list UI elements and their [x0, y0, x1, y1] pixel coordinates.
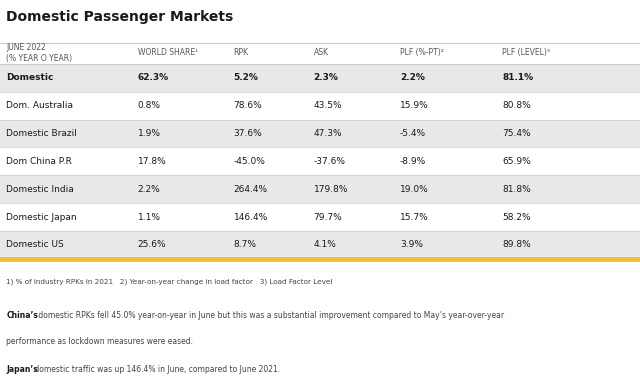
FancyBboxPatch shape — [0, 41, 640, 64]
Text: Domestic US: Domestic US — [6, 240, 64, 250]
Text: performance as lockdown measures were eased.: performance as lockdown measures were ea… — [6, 337, 193, 346]
Text: Japan’s: Japan’s — [6, 365, 38, 374]
Text: ASK: ASK — [314, 48, 328, 57]
Text: China’s: China’s — [6, 311, 38, 320]
Text: Domestic: Domestic — [6, 73, 54, 82]
Text: -37.6%: -37.6% — [314, 157, 346, 166]
Text: 1.9%: 1.9% — [138, 129, 161, 138]
Text: 65.9%: 65.9% — [502, 157, 531, 166]
Text: 2.2%: 2.2% — [138, 185, 161, 194]
FancyBboxPatch shape — [0, 147, 640, 175]
Text: 58.2%: 58.2% — [502, 212, 531, 222]
Text: 1) % of industry RPKs in 2021   2) Year-on-year change in load factor   3) Load : 1) % of industry RPKs in 2021 2) Year-on… — [6, 278, 333, 285]
Text: -45.0%: -45.0% — [234, 157, 266, 166]
Text: 47.3%: 47.3% — [314, 129, 342, 138]
Text: 80.8%: 80.8% — [502, 101, 531, 110]
Text: 1.1%: 1.1% — [138, 212, 161, 222]
Text: Domestic India: Domestic India — [6, 185, 74, 194]
Text: 37.6%: 37.6% — [234, 129, 262, 138]
Text: 79.7%: 79.7% — [314, 212, 342, 222]
FancyBboxPatch shape — [0, 120, 640, 147]
Text: Domestic Passenger Markets: Domestic Passenger Markets — [6, 10, 234, 24]
Text: 15.9%: 15.9% — [400, 101, 429, 110]
Text: 3.9%: 3.9% — [400, 240, 423, 250]
Text: RPK: RPK — [234, 48, 248, 57]
Text: Dom. Australia: Dom. Australia — [6, 101, 74, 110]
FancyBboxPatch shape — [0, 92, 640, 120]
Text: PLF (LEVEL)³: PLF (LEVEL)³ — [502, 48, 550, 57]
Text: Dom China P.R: Dom China P.R — [6, 157, 72, 166]
Text: WORLD SHARE¹: WORLD SHARE¹ — [138, 48, 198, 57]
Text: 4.1%: 4.1% — [314, 240, 337, 250]
FancyBboxPatch shape — [0, 175, 640, 203]
FancyBboxPatch shape — [0, 231, 640, 259]
Text: 25.6%: 25.6% — [138, 240, 166, 250]
Text: 81.8%: 81.8% — [502, 185, 531, 194]
FancyBboxPatch shape — [0, 203, 640, 231]
Text: JUNE 2022: JUNE 2022 — [6, 43, 46, 51]
Text: 5.2%: 5.2% — [234, 73, 259, 82]
Text: 179.8%: 179.8% — [314, 185, 348, 194]
Text: 17.8%: 17.8% — [138, 157, 166, 166]
Text: (% YEAR O YEAR): (% YEAR O YEAR) — [6, 54, 72, 63]
Text: 264.4%: 264.4% — [234, 185, 268, 194]
Text: 146.4%: 146.4% — [234, 212, 268, 222]
Text: Domestic Brazil: Domestic Brazil — [6, 129, 77, 138]
Text: 15.7%: 15.7% — [400, 212, 429, 222]
Text: 0.8%: 0.8% — [138, 101, 161, 110]
Text: 2.2%: 2.2% — [400, 73, 425, 82]
Text: 8.7%: 8.7% — [234, 240, 257, 250]
FancyBboxPatch shape — [0, 64, 640, 92]
Text: 2.3%: 2.3% — [314, 73, 339, 82]
Text: 43.5%: 43.5% — [314, 101, 342, 110]
Text: 81.1%: 81.1% — [502, 73, 534, 82]
Text: Domestic Japan: Domestic Japan — [6, 212, 77, 222]
Text: 78.6%: 78.6% — [234, 101, 262, 110]
Text: domestic RPKs fell 45.0% year-on-year in June but this was a substantial improve: domestic RPKs fell 45.0% year-on-year in… — [36, 311, 504, 320]
Text: PLF (%-PT)²: PLF (%-PT)² — [400, 48, 444, 57]
Text: -8.9%: -8.9% — [400, 157, 426, 166]
Text: 19.0%: 19.0% — [400, 185, 429, 194]
Text: 62.3%: 62.3% — [138, 73, 169, 82]
Text: domestic traffic was up 146.4% in June, compared to June 2021.: domestic traffic was up 146.4% in June, … — [32, 365, 280, 374]
Text: 75.4%: 75.4% — [502, 129, 531, 138]
Text: -5.4%: -5.4% — [400, 129, 426, 138]
Text: 89.8%: 89.8% — [502, 240, 531, 250]
